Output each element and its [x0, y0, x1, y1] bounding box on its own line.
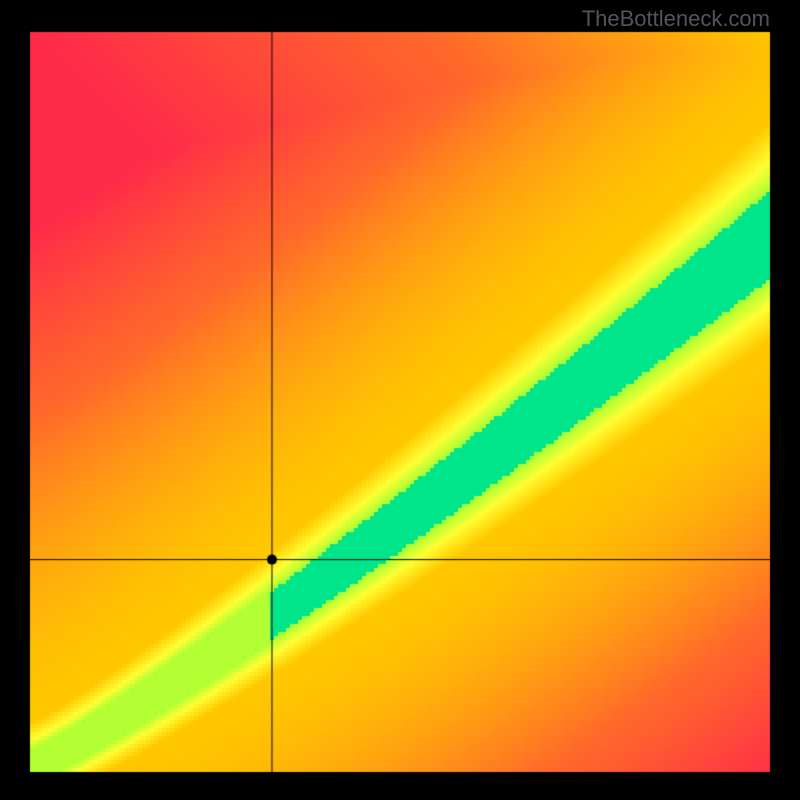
- chart-container: TheBottleneck.com: [0, 0, 800, 800]
- watermark-text: TheBottleneck.com: [582, 6, 770, 32]
- bottleneck-heatmap: [0, 0, 800, 800]
